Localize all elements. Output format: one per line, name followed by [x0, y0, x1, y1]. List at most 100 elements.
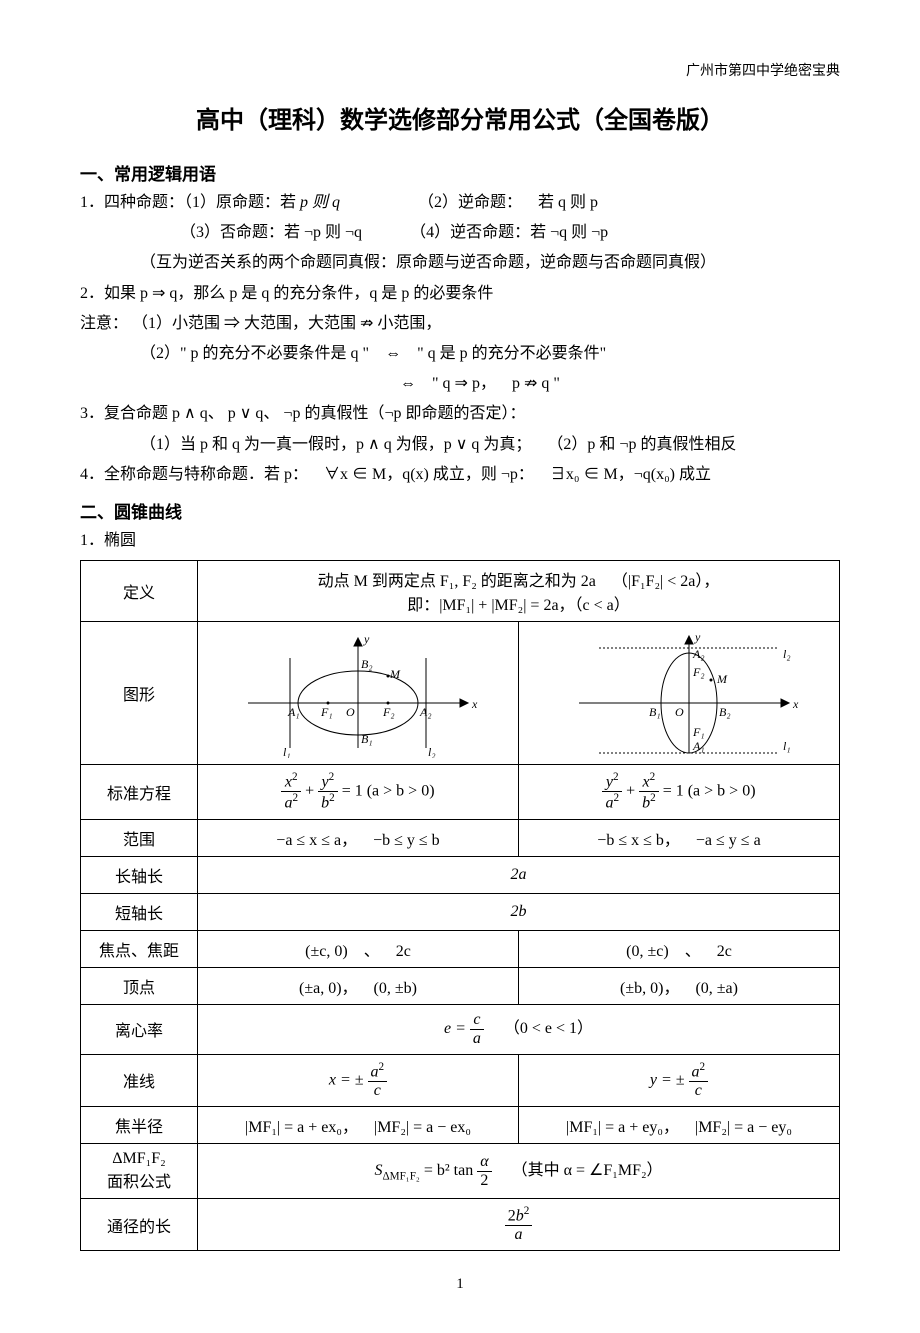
origin-label: O [346, 705, 355, 719]
v-b2-label: B₂ [719, 705, 731, 719]
ecc-suffix: （0 < e < 1） [488, 1020, 593, 1037]
figure-horizontal-ellipse: x y O A₁ A₂ B₂ B₁ F₁ F₂ M l₁ l₂ [198, 622, 519, 765]
header-source: 广州市第四中学绝密宝典 [80, 60, 840, 80]
focal-radius-left: |MF₁| = a + ex₀， |MF₂| = a − ex₀ [198, 1107, 519, 1144]
attn-1-body: （1）小范围 ⇒ 大范围，大范围 ⇏ 小范围， [132, 315, 441, 332]
focus-left: (±c, 0) 、 2c [198, 930, 519, 967]
ellipse-h-svg: x y O A₁ A₂ B₂ B₁ F₁ F₂ M l₁ l₂ [228, 628, 488, 758]
v-axis-x-label: x [792, 697, 799, 711]
eq-v-suffix: = 1 (a > b > 0) [663, 783, 756, 800]
v-f2-label: F₂ [692, 665, 705, 679]
latus-val: 2b2a [198, 1199, 840, 1251]
v-l1-label: l₁ [783, 739, 791, 753]
table-row-eccentricity: 离心率 e = ca （0 < e < 1） [81, 1004, 840, 1054]
minor-val: 2b [198, 893, 840, 930]
l1-label: l₁ [283, 745, 291, 758]
table-row-major: 长轴长 2a [81, 856, 840, 893]
label-focal-radius: 焦半径 [81, 1107, 198, 1144]
v-m-label: M [716, 672, 728, 686]
table-row-focus: 焦点、焦距 (±c, 0) 、 2c (0, ±c) 、 2c [81, 930, 840, 967]
f1-label: F₁ [320, 705, 333, 719]
table-row-focal-radius: 焦半径 |MF₁| = a + ex₀， |MF₂| = a − ex₀ |MF… [81, 1107, 840, 1144]
v-b1-label: B₁ [649, 705, 661, 719]
v-a2-label: A₂ [692, 647, 705, 661]
prop-34-line: （3）否命题：若 ¬p 则 ¬q （4）逆否命题：若 ¬q 则 ¬p [80, 219, 840, 246]
label-latus: 通径的长 [81, 1199, 198, 1251]
eccentricity-val: e = ca （0 < e < 1） [198, 1004, 840, 1054]
range-right: −b ≤ x ≤ b， −a ≤ y ≤ a [519, 819, 840, 856]
label-major: 长轴长 [81, 856, 198, 893]
ellipse-v-svg: x y O A₂ A₁ B₁ B₂ F₂ F₁ M l₂ l₁ [549, 628, 809, 758]
label-definition: 定义 [81, 561, 198, 622]
dir-l-prefix: x = ± [329, 1071, 364, 1088]
prop-1-line: 1．四种命题：（1）原命题：若 p 则 q （2）逆命题： 若 q 则 p [80, 189, 840, 216]
b1-label: B₁ [361, 732, 373, 746]
def-line1: 动点 M 到两定点 F₁, F₂ 的距离之和为 2a （|F₁F₂| < 2a）… [206, 567, 831, 591]
vertex-right: (±b, 0)， (0, ±a) [519, 967, 840, 1004]
f2-label: F₂ [382, 705, 395, 719]
page-title: 高中（理科）数学选修部分常用公式（全国卷版） [80, 100, 840, 135]
label-area: ΔMF₁F₂ 面积公式 [81, 1144, 198, 1199]
note-inverse: （互为逆否关系的两个命题同真假：原命题与逆否命题，逆命题与否命题同真假） [80, 249, 840, 276]
table-row-equation: 标准方程 x2a2 + y2b2 = 1 (a > b > 0) y2a2 + … [81, 765, 840, 820]
table-row-definition: 定义 动点 M 到两定点 F₁, F₂ 的距离之和为 2a （|F₁F₂| < … [81, 561, 840, 622]
attention-1: 注意： （1）小范围 ⇒ 大范围，大范围 ⇏ 小范围， [80, 310, 840, 337]
m-label: M [389, 667, 401, 681]
table-row-range: 范围 −a ≤ x ≤ a， −b ≤ y ≤ b −b ≤ x ≤ b， −a… [81, 819, 840, 856]
definition-cell: 动点 M 到两定点 F₁, F₂ 的距离之和为 2a （|F₁F₂| < 2a）… [198, 561, 840, 622]
prop-1-inverse: （2）逆命题： 若 q 则 p [418, 194, 598, 211]
label-figure: 图形 [81, 622, 198, 765]
label-range: 范围 [81, 819, 198, 856]
area-mid: = b² tan [424, 1162, 473, 1179]
major-val: 2a [198, 856, 840, 893]
eq-h-suffix: = 1 (a > b > 0) [342, 783, 435, 800]
l2-label: l₂ [428, 745, 436, 758]
area-label-l1: ΔMF₁F₂ [112, 1150, 165, 1167]
ellipse-table: 定义 动点 M 到两定点 F₁, F₂ 的距离之和为 2a （|F₁F₂| < … [80, 560, 840, 1251]
range-left: −a ≤ x ≤ a， −b ≤ y ≤ b [198, 819, 519, 856]
figure-vertical-ellipse: x y O A₂ A₁ B₁ B₂ F₂ F₁ M l₂ l₁ [519, 622, 840, 765]
table-row-figure: 图形 x y O A₁ [81, 622, 840, 765]
b2-label: B₂ [361, 657, 373, 671]
v-l2-label: l₂ [783, 647, 791, 661]
focal-radius-right: |MF₁| = a + ey₀， |MF₂| = a − ey₀ [519, 1107, 840, 1144]
v-axis-y-label: y [694, 630, 701, 644]
area-sub: ΔMF₁F₂ [382, 1170, 419, 1182]
item-3-sub: （1）当 p 和 q 为一真一假时，p ∧ q 为假，p ∨ q 为真； （2）… [80, 431, 840, 458]
axis-y-label: y [363, 632, 370, 646]
a1-label: A₁ [287, 705, 300, 719]
attn-label: 注意： [80, 315, 128, 332]
attention-2b: ⇔ " q ⇒ p， p ⇏ q " [80, 370, 840, 397]
section-2-sub1: 1．椭圆 [80, 527, 840, 554]
v-a1-label: A₁ [692, 739, 705, 753]
ecc-prefix: e = [444, 1020, 470, 1037]
table-row-latus: 通径的长 2b2a [81, 1199, 840, 1251]
item-2: 2．如果 p ⇒ q，那么 p 是 q 的充分条件，q 是 p 的必要条件 [80, 280, 840, 307]
label-equation: 标准方程 [81, 765, 198, 820]
table-row-directrix: 准线 x = ± a2c y = ± a2c [81, 1054, 840, 1106]
def-line2: 即：|MF₁| + |MF₂| = 2a，（c < a） [206, 591, 831, 615]
eq-horizontal: x2a2 + y2b2 = 1 (a > b > 0) [198, 765, 519, 820]
table-row-vertex: 顶点 (±a, 0)， (0, ±b) (±b, 0)， (0, ±a) [81, 967, 840, 1004]
v-f1-label: F₁ [692, 725, 705, 739]
prop-3: （3）否命题：若 ¬p 则 ¬q [180, 224, 362, 241]
focus-right: (0, ±c) 、 2c [519, 930, 840, 967]
label-directrix: 准线 [81, 1054, 198, 1106]
dir-r-prefix: y = ± [650, 1071, 685, 1088]
section-2-head: 二、圆锥曲线 [80, 498, 840, 523]
prop-1-pq: p 则 q [300, 194, 340, 211]
table-row-minor: 短轴长 2b [81, 893, 840, 930]
area-formula: SΔMF₁F₂ = b² tan α2 （其中 α = ∠F₁MF₂） [198, 1144, 840, 1199]
area-suffix: （其中 α = ∠F₁MF₂） [496, 1162, 663, 1179]
item-4: 4．全称命题与特称命题．若 p： ∀x ∈ M，q(x) 成立，则 ¬p： ∃x… [80, 461, 840, 488]
axis-x-label: x [471, 697, 478, 711]
label-minor: 短轴长 [81, 893, 198, 930]
section-1-head: 一、常用逻辑用语 [80, 160, 840, 185]
directrix-left: x = ± a2c [198, 1054, 519, 1106]
label-vertex: 顶点 [81, 967, 198, 1004]
label-eccentricity: 离心率 [81, 1004, 198, 1054]
item-3: 3．复合命题 p ∧ q、 p ∨ q、 ¬p 的真假性（¬p 即命题的否定）： [80, 400, 840, 427]
label-focus: 焦点、焦距 [81, 930, 198, 967]
page-number: 1 [80, 1276, 840, 1293]
prop-1-prefix: 1．四种命题：（1）原命题：若 [80, 194, 300, 211]
